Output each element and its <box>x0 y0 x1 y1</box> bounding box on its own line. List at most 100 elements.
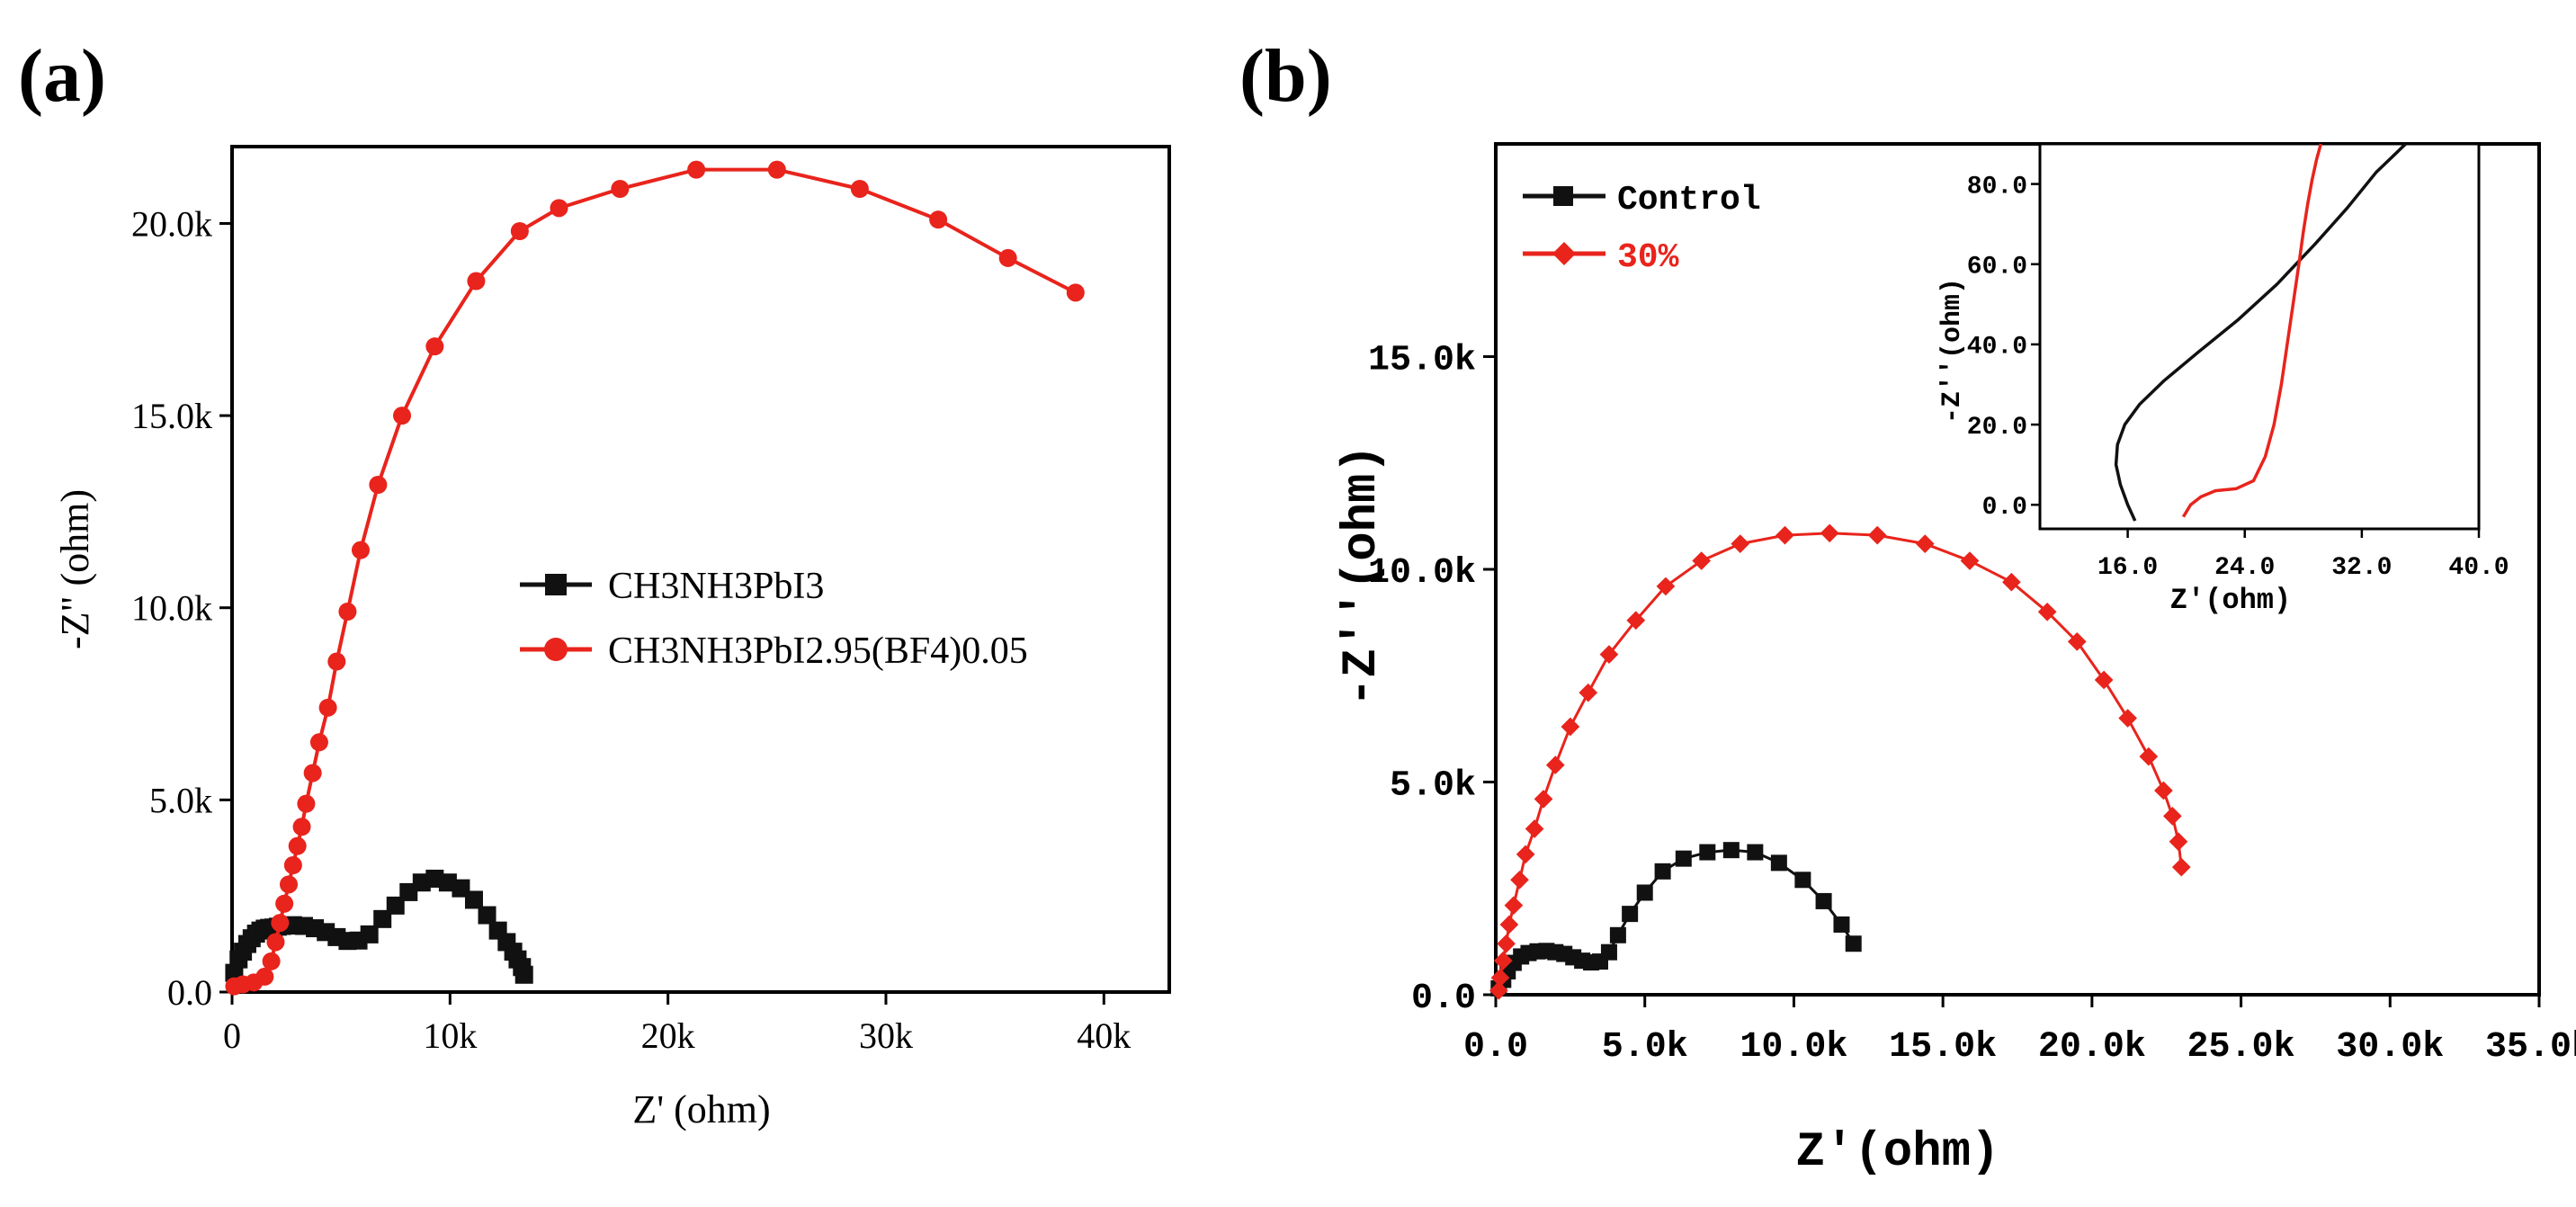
panel-a-chart: 0 10k 20k 30k 40k 0.0 5.0k 10.0k 15.0k 20.0k Z' (… <box>53 145 1171 1131</box>
data-point-red <box>288 836 307 855</box>
data-point-red <box>929 210 948 229</box>
x-tick-label: 25.0k <box>2187 1027 2295 1068</box>
y-tick-label: 15.0k <box>131 396 212 436</box>
x-tick-label: 15.0k <box>1889 1027 1997 1068</box>
data-point-red <box>1545 755 1565 774</box>
data-point-red <box>550 199 568 218</box>
x-tick-label: 32.0 <box>2331 554 2392 582</box>
series-line-black <box>2114 142 2407 522</box>
data-point-red <box>467 272 486 291</box>
panel-a-label: (a) <box>18 34 106 118</box>
y-tick-label: 20.0 <box>1967 414 2027 442</box>
x-tick-label: 20.0k <box>2038 1027 2146 1068</box>
y-tick-label: 5.0k <box>149 780 212 820</box>
data-point-red <box>2162 806 2182 826</box>
legend-a-black-text: CH3NH3PbI3 <box>608 566 824 607</box>
data-point-red <box>2037 602 2057 621</box>
data-point-black <box>1609 926 1626 943</box>
data-point-black <box>1833 916 1850 933</box>
legend-b-control-label: Control <box>1617 181 1761 219</box>
panel-b-ticks: 0.0 5.0k 10.0k 15.0k 20.0k 25.0k 30.0k 35.0k 0.0… <box>1368 341 2576 1068</box>
data-point-red <box>1692 551 1712 570</box>
series-line-red <box>2181 143 2323 518</box>
x-tick-label: 0 <box>223 1015 241 1056</box>
data-point-black <box>1815 892 1832 909</box>
y-tick-label: 20.0k <box>131 203 212 244</box>
data-point-red <box>1066 283 1085 302</box>
data-point-red <box>393 407 412 425</box>
data-point-red <box>327 652 346 671</box>
data-point-red <box>1656 577 1676 596</box>
data-point-red <box>338 603 357 621</box>
inset-x-axis-label: Z'(ohm) <box>2170 584 2291 617</box>
data-point-red <box>309 733 328 752</box>
data-point-red <box>255 967 274 986</box>
data-point-red <box>271 914 290 933</box>
data-point-black <box>1622 906 1639 923</box>
data-point-red <box>1489 980 1508 1000</box>
data-point-red <box>767 160 786 179</box>
data-point-red <box>2171 857 2191 877</box>
data-point-red <box>510 222 529 240</box>
data-point-red <box>1626 611 1646 630</box>
data-point-red <box>998 248 1017 267</box>
data-point-red <box>2094 670 2114 690</box>
legend-a-black-label: CH3NH3PbI3 <box>608 566 824 607</box>
x-tick-label: 20k <box>641 1015 695 1056</box>
data-point-black <box>1770 854 1787 872</box>
x-tick-label: 40k <box>1077 1015 1131 1056</box>
data-point-black <box>360 925 379 943</box>
data-point-red <box>266 933 285 952</box>
x-tick-label: 10k <box>423 1015 477 1056</box>
data-point-red <box>1867 525 1887 545</box>
panel-b-inset: 16.0 24.0 32.0 40.0 0.0 20.0 40.0 60.0 80.0 Z'(o… <box>1937 142 2509 617</box>
data-point-red <box>1525 819 1544 838</box>
data-point-red <box>1534 790 1553 809</box>
x-tick-label: 0.0 <box>1463 1027 1528 1068</box>
data-point-black <box>1675 850 1692 867</box>
y-tick-label: 0.0 <box>1982 494 2027 522</box>
inset-ticks: 16.0 24.0 32.0 40.0 0.0 20.0 40.0 60.0 80.0 <box>1967 173 2509 582</box>
y-tick-label: 10.0k <box>1368 553 1476 594</box>
data-point-red <box>2002 572 2021 592</box>
data-point-red <box>297 794 316 813</box>
data-point-red <box>2139 747 2159 766</box>
data-point-black <box>1722 842 1740 859</box>
data-point-black <box>478 906 496 925</box>
data-point-black <box>1794 872 1811 889</box>
data-point-black <box>464 890 483 909</box>
data-point-red <box>425 337 444 356</box>
data-point-red <box>2067 632 2087 651</box>
data-point-red <box>1579 683 1598 702</box>
data-point-red <box>2118 709 2137 728</box>
x-tick-label: 40.0 <box>2448 554 2509 582</box>
y-tick-label: 15.0k <box>1368 341 1476 381</box>
data-point-red <box>275 894 294 913</box>
panel-a-series <box>225 160 1085 996</box>
data-point-red <box>318 698 337 717</box>
data-point-red <box>303 764 322 782</box>
panel-a-x-axis-label: Z' (ohm) <box>632 1087 770 1131</box>
data-point-red <box>611 180 630 198</box>
legend-b-control-marker <box>1553 186 1573 206</box>
data-point-red <box>687 160 706 179</box>
data-point-red <box>1561 717 1580 737</box>
legend-a-red-label: CH3NH3PbI2.95(BF4)0.05 <box>608 630 1028 672</box>
data-point-red <box>1820 523 1839 543</box>
inset-plot-frame <box>2038 142 2481 531</box>
y-tick-label: 0.0 <box>167 972 212 1013</box>
x-tick-label: 24.0 <box>2214 554 2275 582</box>
data-point-red <box>292 818 311 836</box>
panel-b-y-axis-label: -Z''(ohm) <box>1335 444 1390 707</box>
y-tick-label: 10.0k <box>131 588 212 629</box>
data-point-red <box>1490 968 1510 988</box>
panel-b-label: (b) <box>1239 34 1332 118</box>
data-point-red <box>369 476 388 494</box>
data-point-red <box>283 856 302 874</box>
data-point-red <box>1497 934 1516 953</box>
y-tick-label: 0.0 <box>1411 979 1476 1019</box>
x-tick-label: 35.0k <box>2485 1027 2576 1068</box>
panel-b-legend: Control 30% <box>1523 181 1761 277</box>
x-tick-label: 30.0k <box>2336 1027 2444 1068</box>
